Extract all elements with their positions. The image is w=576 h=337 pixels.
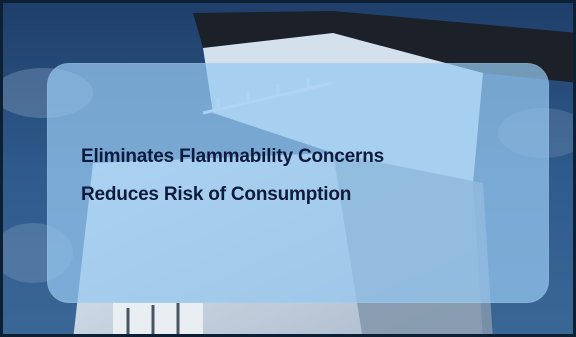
feature-line: Eliminates Flammability Concerns	[81, 146, 384, 167]
feature-line: Reduces Risk of Consumption	[81, 184, 352, 205]
text-panel: Eliminates Flammability Concerns Reduces…	[47, 63, 549, 303]
feature-list: Eliminates Flammability Concerns Reduces…	[81, 145, 521, 207]
